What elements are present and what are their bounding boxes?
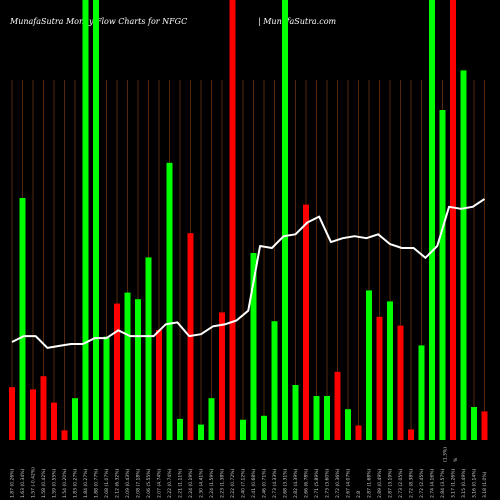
x-tick-labels: 1.87 (0.26%) 1.63 (0.34%) 1.57 (-0.42%) 1.5… xyxy=(10,447,489,498)
x-tick-label: 2.22 (0.72%) xyxy=(230,468,236,498)
price-line xyxy=(11,198,486,349)
volume-bar xyxy=(135,299,141,440)
volume-bar xyxy=(481,411,488,440)
volume-bar xyxy=(303,204,309,440)
volume-bar xyxy=(271,321,278,440)
volume-bars xyxy=(9,0,488,441)
x-tick-label: 3.17 (1.26%) xyxy=(451,468,457,498)
x-tick-label: 3.16 (0.14%) xyxy=(472,468,478,498)
x-tick-label: 2.87 (1.68%) xyxy=(367,468,373,498)
x-tick-label: 2.23 (1.38%) xyxy=(220,468,226,498)
x-tick-label: 3.15 (0.49%) xyxy=(461,468,467,498)
volume-bar xyxy=(82,0,89,440)
volume-bar xyxy=(240,419,246,440)
volume-bar xyxy=(439,110,446,440)
x-tick-label: 1.54 (0.20%) xyxy=(62,468,68,498)
x-tick-label: 2.46 (0.71%) xyxy=(262,468,268,498)
volume-bar xyxy=(156,330,162,440)
x-tick-label: 2.09 (0.43%) xyxy=(125,468,131,498)
volume-bar xyxy=(450,0,456,440)
volume-bar xyxy=(313,396,320,440)
x-tick-label: 3.18 (1.0%) xyxy=(482,471,488,498)
volume-bar xyxy=(145,257,152,440)
x-tick-label: 2.8 xyxy=(356,491,362,498)
volume-bar xyxy=(30,389,36,440)
volume-bar xyxy=(408,429,414,440)
volume-bar xyxy=(19,198,26,440)
volume-bar xyxy=(282,0,288,440)
volume-bar xyxy=(166,162,173,441)
volume-bar xyxy=(418,345,425,440)
x-tick-label: 2.74 (4.16%) xyxy=(430,468,436,498)
x-tick-label: 2.72 (0.36%) xyxy=(335,468,341,498)
volume-bar xyxy=(198,424,204,440)
x-tick-label: 2.72 (2.45%) xyxy=(419,468,425,498)
volume-bar xyxy=(250,253,257,440)
x-tick-label: 2.82 (4.39%) xyxy=(293,468,299,498)
x-extra-label: % xyxy=(453,457,459,462)
volume-bar xyxy=(397,325,404,440)
x-tick-label: 2.87 (3.19%) xyxy=(388,468,394,498)
volume-bar xyxy=(93,0,99,440)
volume-bar xyxy=(219,312,225,440)
volume-bar xyxy=(429,0,435,440)
x-tick-label: 2.72 (8.38%) xyxy=(409,468,415,498)
x-tick-label: 2.84 (3.57%) xyxy=(440,468,446,498)
volume-bar xyxy=(72,398,78,440)
site-name: | MunafaSutra.com xyxy=(258,17,337,26)
x-tick-label: 1.83 (0.27%) xyxy=(73,468,79,498)
x-tick-label: 1.59 (0.55%) xyxy=(52,468,58,498)
x-tick-label: 1.88 (0.77%) xyxy=(94,468,100,498)
x-tick-label: 1.57 (-0.42%) xyxy=(31,467,37,498)
x-tick-label: 2.71 (5.89%) xyxy=(314,468,320,498)
x-tick-label: 2.41 (0.68%) xyxy=(251,468,257,498)
volume-bar xyxy=(103,336,110,440)
volume-bar xyxy=(114,303,120,440)
volume-bar xyxy=(208,398,215,440)
volume-bar xyxy=(177,418,183,440)
volume-bar xyxy=(261,415,267,440)
x-tick-label: 2.73 (3.60%) xyxy=(325,468,331,498)
x-tick-label: 2.08 (7.18%) xyxy=(136,468,142,498)
x-tick-label: 2.40 (7.12%) xyxy=(241,468,247,498)
volume-bar xyxy=(292,385,299,440)
volume-bar xyxy=(61,430,68,440)
volume-bar xyxy=(51,402,57,440)
x-tick-label: 2.73 (4.33%) xyxy=(272,468,278,498)
volume-bar xyxy=(460,70,467,441)
volume-bar xyxy=(366,290,372,440)
x-tick-label: 2.08 (1.07%) xyxy=(104,468,110,498)
x-tick-label: 2.22 (0.74%) xyxy=(167,468,173,498)
volume-bar xyxy=(376,316,383,440)
x-extra-label: (1.3%) xyxy=(443,447,449,462)
x-tick-label: 2.24 (0.19%) xyxy=(188,468,194,498)
x-tick-label: 2.21 (1.11%) xyxy=(178,468,184,498)
volume-bar xyxy=(9,387,15,440)
x-tick-label: 2.73 (2.05%) xyxy=(398,468,404,498)
volume-bar xyxy=(124,292,131,440)
volume-bar xyxy=(345,409,351,440)
x-tick-label: 2.89 (0.49%) xyxy=(377,468,383,498)
x-tick-label: 1.84 (0.27%) xyxy=(83,468,89,498)
volume-bar xyxy=(324,396,330,440)
x-tick-label: 2.68 (3.31%) xyxy=(283,468,289,498)
x-tick-label: 2.06 (5.55%) xyxy=(146,468,152,498)
volume-bar xyxy=(355,425,362,440)
x-tick-label: 1.58 (0.42%) xyxy=(41,468,47,498)
x-tick-label: 2.67 (4.07%) xyxy=(346,468,352,498)
x-tick-label: 2.24 (1.59%) xyxy=(209,468,215,498)
volume-bar xyxy=(40,376,47,440)
volume-bar xyxy=(334,371,341,440)
x-tick-label: 1.87 (0.26%) xyxy=(10,468,16,498)
x-tick-label: 1.63 (0.34%) xyxy=(20,468,26,498)
x-tick-label: 2.12 (6.32%) xyxy=(115,468,121,498)
x-tick-label: 2.30 (4.41%) xyxy=(199,468,205,498)
volume-bar xyxy=(471,407,477,440)
volume-bar xyxy=(387,301,393,440)
x-tick-label: 2.07 (4.74%) xyxy=(157,468,163,498)
x-tick-label: 2.66 (6.78%) xyxy=(304,468,310,498)
volume-bar xyxy=(229,0,236,440)
